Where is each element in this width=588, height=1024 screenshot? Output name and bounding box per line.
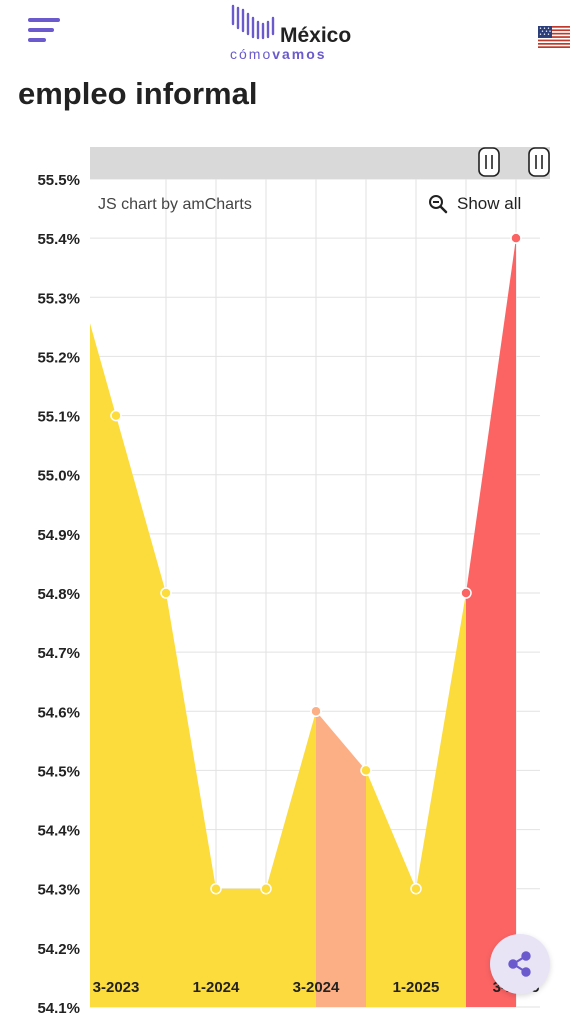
data-point bbox=[160, 587, 172, 599]
logo[interactable]: México cómovamos bbox=[228, 4, 368, 64]
data-points bbox=[110, 232, 522, 895]
x-tick-label: 1-2024 bbox=[193, 979, 240, 996]
logo-sub-bold: vamos bbox=[272, 46, 327, 62]
data-point bbox=[310, 705, 322, 718]
area-series bbox=[90, 238, 516, 1008]
data-point bbox=[410, 882, 422, 895]
area-segment bbox=[116, 415, 166, 1008]
share-button[interactable] bbox=[490, 934, 550, 994]
page-title: empleo informal bbox=[18, 76, 258, 111]
data-point bbox=[460, 587, 472, 599]
y-tick-label: 54.9% bbox=[37, 527, 80, 544]
show-all-label: Show all bbox=[457, 194, 521, 213]
logo-subtitle: cómovamos bbox=[230, 46, 327, 62]
logo-sub-light: cómo bbox=[230, 46, 273, 62]
x-tick-label: 1-2025 bbox=[393, 979, 440, 996]
data-point bbox=[110, 409, 122, 422]
y-tick-label: 54.2% bbox=[37, 941, 80, 958]
y-tick-label: 54.8% bbox=[37, 586, 80, 603]
x-tick-label: 3-2023 bbox=[93, 979, 140, 996]
y-tick-label: 55.1% bbox=[37, 409, 80, 426]
hamburger-menu-icon[interactable] bbox=[28, 18, 62, 44]
area-segment bbox=[466, 238, 516, 1008]
scrollbar[interactable] bbox=[90, 147, 550, 179]
data-point bbox=[260, 882, 272, 895]
chart[interactable]: 55.5% 55.4% 55.3% 55.2% 55.1% 55.0% 54.9% 54.8%… bbox=[0, 130, 588, 1024]
y-tick-label: 54.3% bbox=[37, 882, 80, 899]
y-tick-label: 55.0% bbox=[37, 468, 80, 485]
logo-title: México bbox=[280, 24, 352, 47]
y-tick-label: 55.4% bbox=[37, 231, 80, 248]
scrollbar-track[interactable] bbox=[90, 147, 550, 179]
zoom-out-icon bbox=[429, 195, 448, 214]
logo-bars-icon bbox=[231, 4, 275, 40]
scrollbar-grip-left[interactable] bbox=[478, 147, 500, 177]
y-tick-label: 54.7% bbox=[37, 645, 80, 662]
area-segment bbox=[366, 770, 416, 1007]
header: México cómovamos bbox=[0, 0, 588, 80]
area-segment bbox=[216, 888, 266, 1007]
area-segment bbox=[316, 711, 366, 1007]
share-icon bbox=[508, 951, 531, 977]
data-point bbox=[360, 764, 372, 777]
area-segment bbox=[166, 593, 216, 1007]
show-all-button[interactable]: Show all bbox=[429, 194, 521, 214]
area-segment bbox=[90, 323, 116, 1007]
chart-credit[interactable]: JS chart by amCharts bbox=[98, 196, 252, 213]
y-tick-label: 55.3% bbox=[37, 290, 80, 307]
data-point bbox=[510, 232, 522, 244]
scrollbar-grip-right[interactable] bbox=[528, 147, 550, 177]
y-tick-label: 54.1% bbox=[37, 1000, 80, 1017]
y-tick-label: 55.2% bbox=[37, 349, 80, 366]
area-segment bbox=[266, 711, 316, 1007]
data-point bbox=[210, 882, 222, 895]
y-tick-label: 55.5% bbox=[37, 172, 80, 189]
x-tick-label: 3-2024 bbox=[293, 979, 340, 996]
y-axis: 55.5% 55.4% 55.3% 55.2% 55.1% 55.0% 54.9% 54.8%… bbox=[37, 172, 80, 1017]
y-tick-label: 54.4% bbox=[37, 823, 80, 840]
y-tick-label: 54.5% bbox=[37, 763, 80, 780]
y-tick-label: 54.6% bbox=[37, 704, 80, 721]
us-flag-icon[interactable] bbox=[538, 26, 570, 48]
area-segment bbox=[416, 593, 466, 1007]
